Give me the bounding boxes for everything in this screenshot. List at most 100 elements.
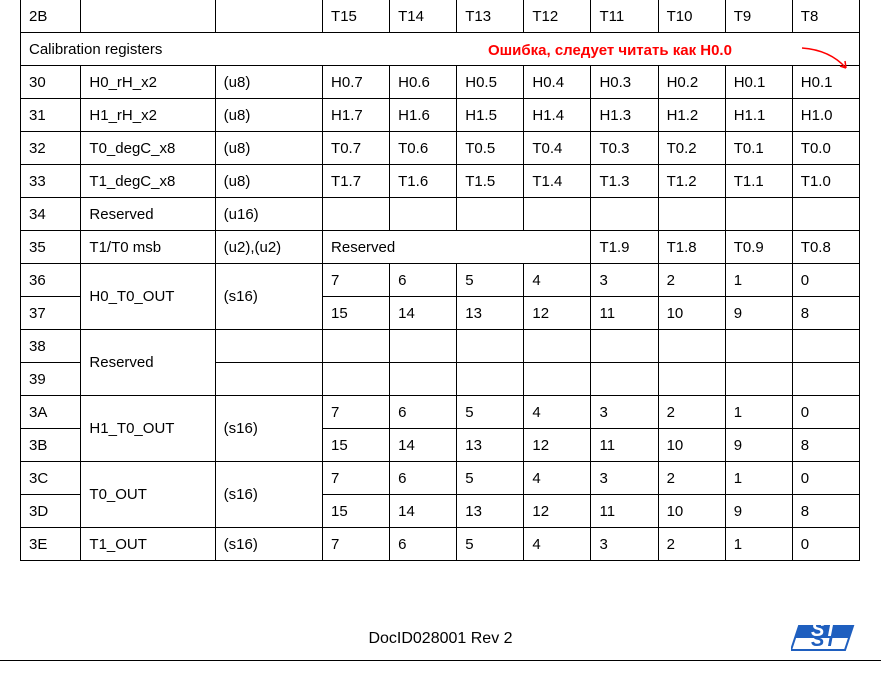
name-cell: H0_T0_OUT bbox=[81, 264, 215, 330]
bit-cell: 7 bbox=[323, 396, 390, 429]
bit-cell: 10 bbox=[658, 429, 725, 462]
bit-cell: 15 bbox=[323, 429, 390, 462]
table-row: 2BT15T14T13T12T11T10T9T8 bbox=[21, 0, 860, 33]
type-cell: (s16) bbox=[215, 462, 322, 528]
bit-cell: T0.6 bbox=[390, 132, 457, 165]
name-cell: H1_rH_x2 bbox=[81, 99, 215, 132]
bit-cell bbox=[591, 330, 658, 363]
table-row: 32T0_degC_x8(u8)T0.7T0.6T0.5T0.4T0.3T0.2… bbox=[21, 132, 860, 165]
type-cell: (s16) bbox=[215, 264, 322, 330]
bit-cell: 4 bbox=[524, 528, 591, 561]
addr-cell: 3D bbox=[21, 495, 81, 528]
table-row: 38Reserved bbox=[21, 330, 860, 363]
bit-cell: T0.7 bbox=[323, 132, 390, 165]
bit-cell: H1.1 bbox=[725, 99, 792, 132]
addr-cell: 3E bbox=[21, 528, 81, 561]
header-cell bbox=[81, 0, 215, 33]
header-cell bbox=[215, 0, 322, 33]
footer-divider bbox=[0, 660, 881, 661]
table-row: 3CT0_OUT(s16)76543210 bbox=[21, 462, 860, 495]
bit-cell bbox=[457, 363, 524, 396]
bit-cell: T1.6 bbox=[390, 165, 457, 198]
bit-cell bbox=[725, 363, 792, 396]
header-cell: T12 bbox=[524, 0, 591, 33]
bit-cell: T1.2 bbox=[658, 165, 725, 198]
header-cell: T13 bbox=[457, 0, 524, 33]
bit-cell: 13 bbox=[457, 297, 524, 330]
bit-cell: T1.3 bbox=[591, 165, 658, 198]
bit-cell: 1 bbox=[725, 462, 792, 495]
bit-cell: 8 bbox=[792, 495, 859, 528]
bit-cell: 3 bbox=[591, 396, 658, 429]
type-cell: (u16) bbox=[215, 198, 322, 231]
arrow-icon bbox=[800, 44, 860, 74]
type-cell bbox=[215, 363, 322, 396]
name-cell: H1_T0_OUT bbox=[81, 396, 215, 462]
reserved-cell: Reserved bbox=[323, 231, 591, 264]
bit-cell: 11 bbox=[591, 297, 658, 330]
bit-cell: H0.3 bbox=[591, 66, 658, 99]
name-cell: Reserved bbox=[81, 198, 215, 231]
bit-cell bbox=[323, 330, 390, 363]
bit-cell: 12 bbox=[524, 429, 591, 462]
bit-cell: 7 bbox=[323, 528, 390, 561]
bit-cell: 2 bbox=[658, 462, 725, 495]
bit-cell: 6 bbox=[390, 462, 457, 495]
bit-cell bbox=[792, 330, 859, 363]
bit-cell bbox=[658, 363, 725, 396]
header-cell: T8 bbox=[792, 0, 859, 33]
bit-cell: 1 bbox=[725, 264, 792, 297]
header-cell: T9 bbox=[725, 0, 792, 33]
table-row: 30H0_rH_x2(u8)H0.7H0.6H0.5H0.4H0.3H0.2H0… bbox=[21, 66, 860, 99]
bit-cell: 15 bbox=[323, 495, 390, 528]
bit-cell: 4 bbox=[524, 396, 591, 429]
bit-cell: 14 bbox=[390, 495, 457, 528]
bit-cell: T1.9 bbox=[591, 231, 658, 264]
addr-cell: 37 bbox=[21, 297, 81, 330]
bit-cell bbox=[792, 198, 859, 231]
bit-cell: 11 bbox=[591, 495, 658, 528]
bit-cell: 6 bbox=[390, 264, 457, 297]
bit-cell: 9 bbox=[725, 297, 792, 330]
bit-cell: 4 bbox=[524, 264, 591, 297]
table-row: 3ET1_OUT(s16)76543210 bbox=[21, 528, 860, 561]
bit-cell: 15 bbox=[323, 297, 390, 330]
bit-cell bbox=[658, 198, 725, 231]
name-cell: T1_degC_x8 bbox=[81, 165, 215, 198]
bit-cell: 9 bbox=[725, 429, 792, 462]
addr-cell: 36 bbox=[21, 264, 81, 297]
bit-cell: 5 bbox=[457, 396, 524, 429]
bit-cell: 12 bbox=[524, 495, 591, 528]
name-cell: T1_OUT bbox=[81, 528, 215, 561]
bit-cell bbox=[524, 363, 591, 396]
bit-cell: T1.5 bbox=[457, 165, 524, 198]
bit-cell: 2 bbox=[658, 528, 725, 561]
bit-cell: 0 bbox=[792, 396, 859, 429]
name-cell: T0_degC_x8 bbox=[81, 132, 215, 165]
type-cell bbox=[215, 330, 322, 363]
type-cell: (u8) bbox=[215, 66, 322, 99]
bit-cell: T1.7 bbox=[323, 165, 390, 198]
bit-cell bbox=[390, 198, 457, 231]
bit-cell: T0.2 bbox=[658, 132, 725, 165]
bit-cell: H1.3 bbox=[591, 99, 658, 132]
type-cell: (s16) bbox=[215, 396, 322, 462]
bit-cell: T0.8 bbox=[792, 231, 859, 264]
addr-cell: 3C bbox=[21, 462, 81, 495]
bit-cell bbox=[792, 363, 859, 396]
bit-cell: 1 bbox=[725, 396, 792, 429]
st-logo: ST ST bbox=[791, 618, 861, 658]
bit-cell: T0.4 bbox=[524, 132, 591, 165]
addr-cell: 3A bbox=[21, 396, 81, 429]
bit-cell: H1.2 bbox=[658, 99, 725, 132]
table-row: Calibration registers bbox=[21, 33, 860, 66]
bit-cell: T0.0 bbox=[792, 132, 859, 165]
bit-cell: 7 bbox=[323, 264, 390, 297]
name-cell: H0_rH_x2 bbox=[81, 66, 215, 99]
bit-cell: 14 bbox=[390, 429, 457, 462]
type-cell: (u8) bbox=[215, 165, 322, 198]
bit-cell bbox=[658, 330, 725, 363]
bit-cell: 3 bbox=[591, 528, 658, 561]
bit-cell: 5 bbox=[457, 462, 524, 495]
bit-cell bbox=[323, 363, 390, 396]
